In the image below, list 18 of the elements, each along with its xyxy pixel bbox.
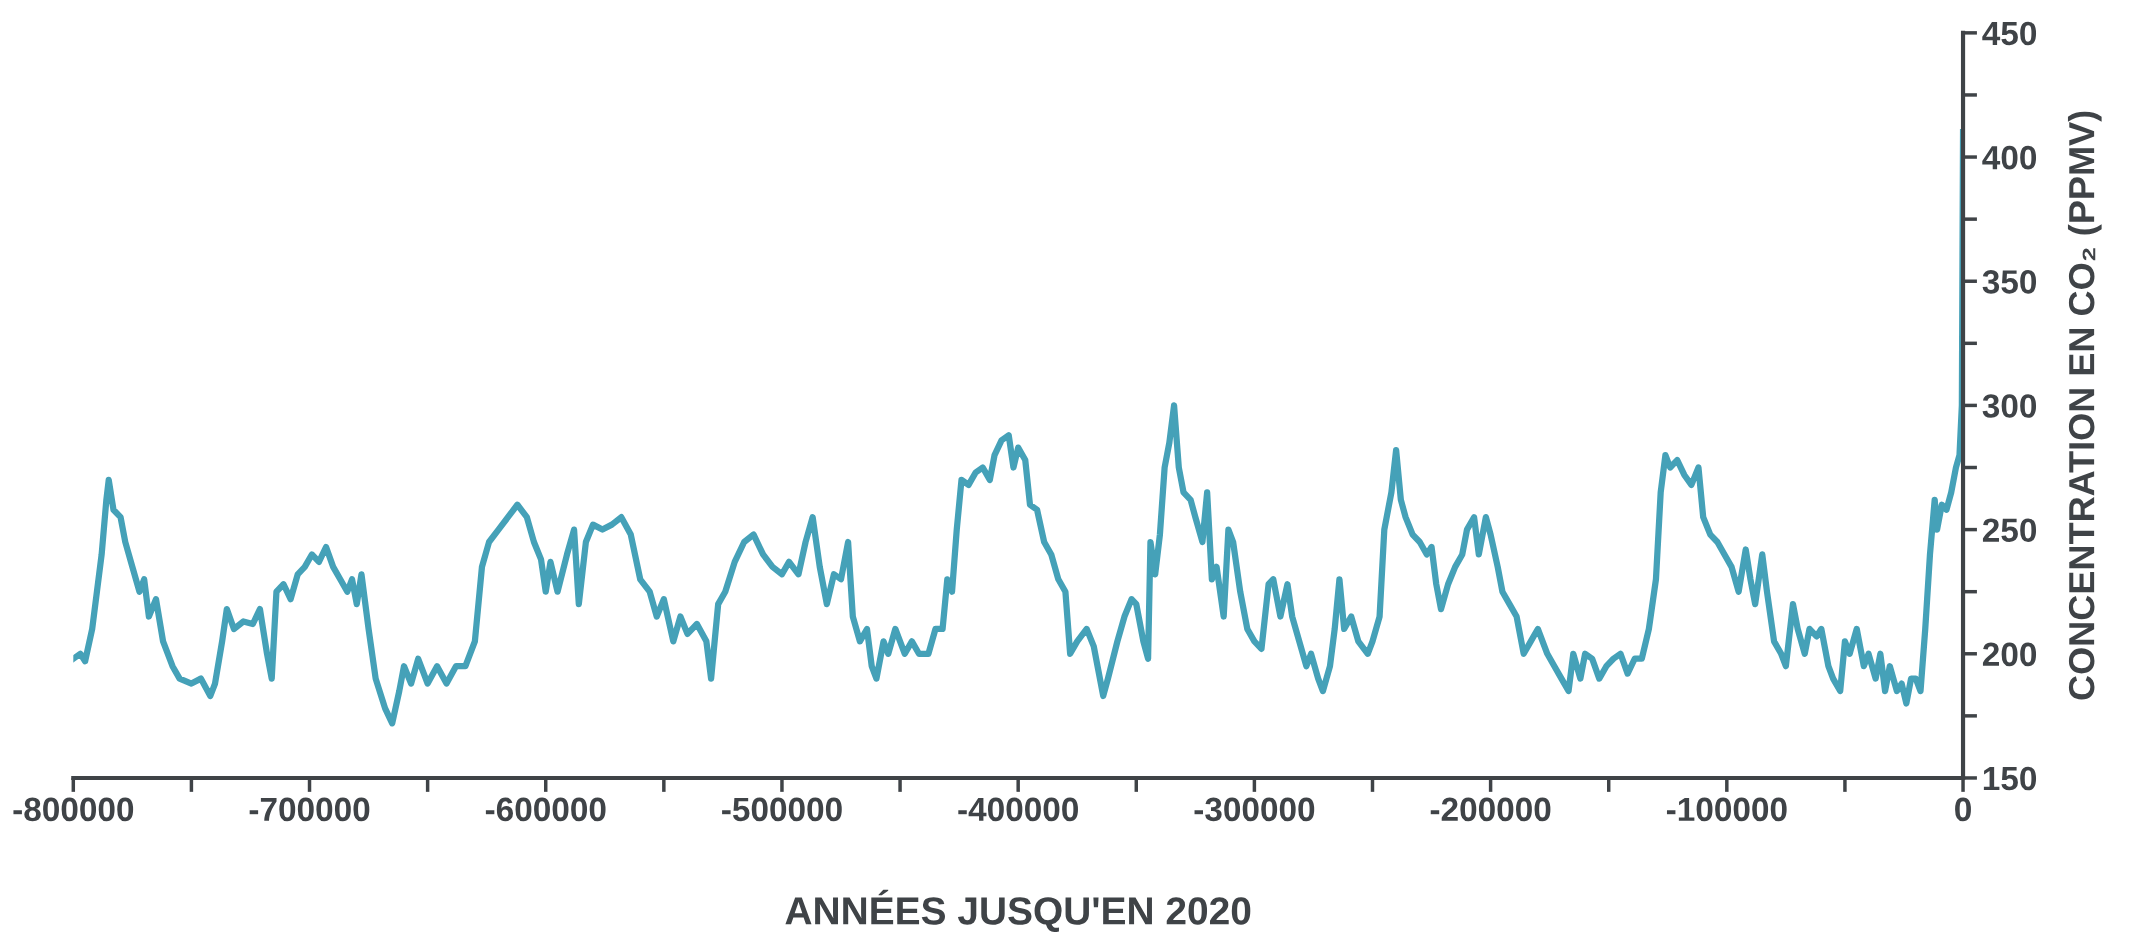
x-tick-label: -500000 xyxy=(722,797,842,822)
y-tick-label: 250 xyxy=(1982,518,2037,542)
y-tick-label: 400 xyxy=(1982,145,2037,170)
y-tick-label: 300 xyxy=(1982,394,2037,418)
x-tick-label: -600000 xyxy=(485,797,606,822)
y-tick-label: 200 xyxy=(1982,642,2037,667)
x-axis-title: ANNÉES JUSQU'EN 2020 xyxy=(785,889,1251,932)
x-tick-label: -200000 xyxy=(1430,797,1551,822)
y-tick-label: 450 xyxy=(1982,21,2037,46)
x-tick-label: -800000 xyxy=(13,797,134,822)
y-tick-label: 350 xyxy=(1982,270,2037,294)
x-tick-label: -100000 xyxy=(1666,797,1787,822)
y-tick-label: 150 xyxy=(1983,766,2037,791)
x-tick-label: -400000 xyxy=(958,797,1078,822)
y-axis-title: CONCENTRATION EN CO₂ (PPMV) xyxy=(2067,111,2102,700)
x-tick-label: -700000 xyxy=(249,797,370,822)
x-tick-label: 0 xyxy=(1955,797,1971,822)
x-tick-label: -300000 xyxy=(1194,797,1315,822)
